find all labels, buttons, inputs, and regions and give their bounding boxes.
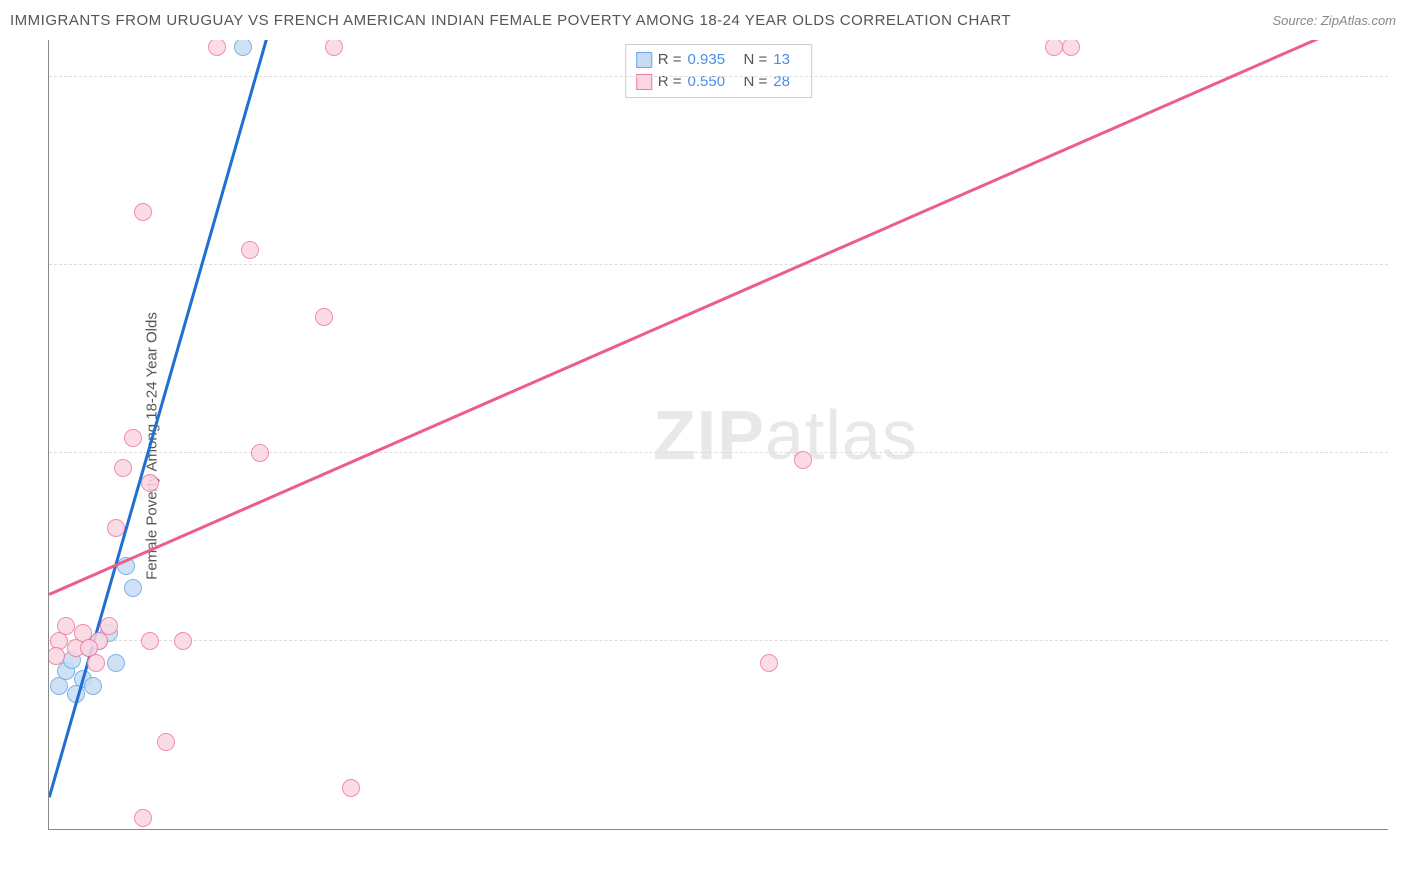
scatter-point: [342, 779, 360, 797]
x-tick: [217, 829, 218, 830]
scatter-point: [157, 733, 175, 751]
gridline: [49, 76, 1388, 77]
scatter-point: [315, 308, 333, 326]
x-tick: [552, 829, 553, 830]
scatter-point: [107, 654, 125, 672]
scatter-point: [57, 617, 75, 635]
x-tick: [1222, 829, 1223, 830]
scatter-point: [141, 474, 159, 492]
n-label: N =: [744, 71, 768, 93]
x-tick: [1054, 829, 1055, 830]
r-label: R =: [658, 71, 682, 93]
legend-stats: R = 0.935 N =13 R = 0.550 N =28: [625, 44, 813, 98]
scatter-point: [1045, 40, 1063, 56]
scatter-point: [1062, 40, 1080, 56]
scatter-point: [760, 654, 778, 672]
n-label: N =: [744, 49, 768, 71]
gridline: [49, 640, 1388, 641]
r-value: 0.935: [688, 49, 738, 71]
r-label: R =: [658, 49, 682, 71]
legend-stat-row: R = 0.550 N =28: [636, 71, 802, 93]
gridline: [49, 452, 1388, 453]
legend-swatch-icon: [636, 52, 652, 68]
scatter-point: [134, 809, 152, 827]
plot-area: ZIPatlas R =0.935N =13R =0.550N =28 Immi…: [48, 40, 1388, 830]
trend-line: [48, 40, 1388, 596]
gridline: [49, 264, 1388, 265]
scatter-point: [124, 579, 142, 597]
scatter-point: [87, 654, 105, 672]
scatter-point: [124, 429, 142, 447]
source-label: Source: ZipAtlas.com: [1272, 13, 1396, 28]
scatter-point: [114, 459, 132, 477]
watermark: ZIPatlas: [653, 395, 918, 475]
scatter-point: [794, 451, 812, 469]
scatter-point: [134, 203, 152, 221]
scatter-point: [234, 40, 252, 56]
scatter-point: [141, 632, 159, 650]
scatter-point: [107, 519, 125, 537]
chart-title: IMMIGRANTS FROM URUGUAY VS FRENCH AMERIC…: [10, 12, 1011, 29]
scatter-point: [208, 40, 226, 56]
scatter-point: [241, 241, 259, 259]
scatter-point: [174, 632, 192, 650]
legend-stat-row: R = 0.935 N =13: [636, 49, 802, 71]
scatter-point: [84, 677, 102, 695]
scatter-point: [325, 40, 343, 56]
x-tick: [384, 829, 385, 830]
watermark-light: atlas: [765, 396, 918, 474]
x-tick: [719, 829, 720, 830]
title-bar: IMMIGRANTS FROM URUGUAY VS FRENCH AMERIC…: [10, 8, 1396, 32]
watermark-bold: ZIP: [653, 396, 765, 474]
trend-line: [48, 40, 268, 798]
x-tick: [887, 829, 888, 830]
r-value: 0.550: [688, 71, 738, 93]
n-value: 13: [773, 49, 801, 71]
scatter-point: [100, 617, 118, 635]
n-value: 28: [773, 71, 801, 93]
scatter-point: [251, 444, 269, 462]
